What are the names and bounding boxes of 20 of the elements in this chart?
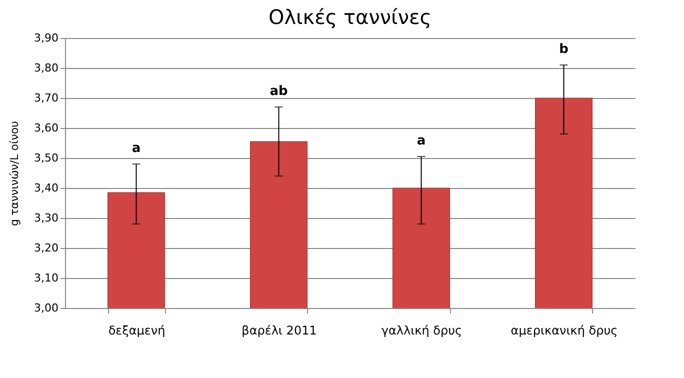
y-tick-label: 3,90 (34, 32, 58, 44)
annotation: ab (270, 84, 288, 99)
chart-title: Ολικές ταννίνες (268, 5, 432, 29)
annotation: a (416, 134, 426, 148)
y-tick-label: 3,10 (34, 272, 58, 284)
y-tick-label: 3,80 (34, 62, 58, 74)
y-tick-label: 3,20 (34, 242, 58, 254)
y-tick-label: 3,30 (34, 212, 58, 224)
x-tick-label: δεξαμενή (108, 324, 166, 338)
y-tick-label: 3,40 (34, 182, 58, 194)
y-axis-title: g ταννινών/L οίνου (8, 121, 22, 226)
x-tick-label: βαρέλι 2011 (242, 324, 317, 338)
y-tick-label: 3,70 (34, 92, 58, 104)
annotation: b (559, 42, 568, 57)
annotation: a (132, 141, 141, 156)
x-tick-label: γαλλική δρυς (381, 324, 462, 338)
y-tick-label: 3,00 (34, 302, 58, 314)
y-tick-label: 3,60 (34, 122, 58, 134)
x-tick-label: αμερικανική δρυς (510, 324, 618, 338)
y-tick-label: 3,50 (34, 152, 58, 164)
